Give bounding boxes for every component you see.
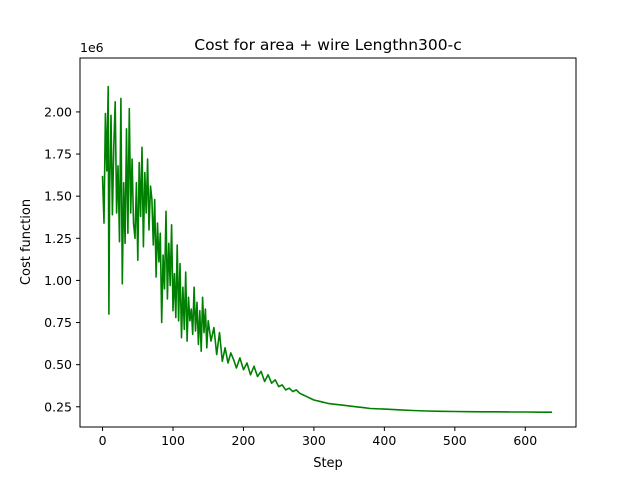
plot-background bbox=[80, 58, 576, 427]
x-tick-label: 500 bbox=[443, 433, 467, 448]
x-axis-label: Step bbox=[313, 456, 343, 471]
series-layer bbox=[101, 85, 552, 414]
y-tick-label: 2.00 bbox=[44, 104, 72, 119]
y-offset-label: 1e6 bbox=[80, 40, 104, 55]
y-tick-label: 0.75 bbox=[44, 315, 72, 330]
x-tick-group: 0 100 200 300 400 500 600 bbox=[99, 427, 537, 448]
x-tick-label: 300 bbox=[302, 433, 326, 448]
y-tick-label: 1.00 bbox=[44, 273, 72, 288]
x-tick-label: 400 bbox=[372, 433, 396, 448]
series-line bbox=[101, 85, 552, 414]
y-tick-group: 0.25 0.50 0.75 1.00 1.25 1.50 1.75 2.00 bbox=[44, 104, 80, 414]
chart-title: Cost for area + wire Lengthn300-c bbox=[194, 36, 462, 54]
x-tick-label: 100 bbox=[161, 433, 185, 448]
x-tick-label: 200 bbox=[232, 433, 256, 448]
y-tick-label: 1.50 bbox=[44, 189, 72, 204]
y-tick-label: 1.25 bbox=[44, 231, 72, 246]
plot-frame bbox=[79, 57, 577, 428]
y-tick-label: 0.25 bbox=[44, 399, 72, 414]
y-axis-label: Cost function bbox=[19, 199, 34, 285]
x-tick-label: 600 bbox=[513, 433, 537, 448]
y-tick-label: 0.50 bbox=[44, 357, 72, 372]
x-tick-label: 0 bbox=[99, 433, 107, 448]
y-tick-label: 1.75 bbox=[44, 147, 72, 162]
